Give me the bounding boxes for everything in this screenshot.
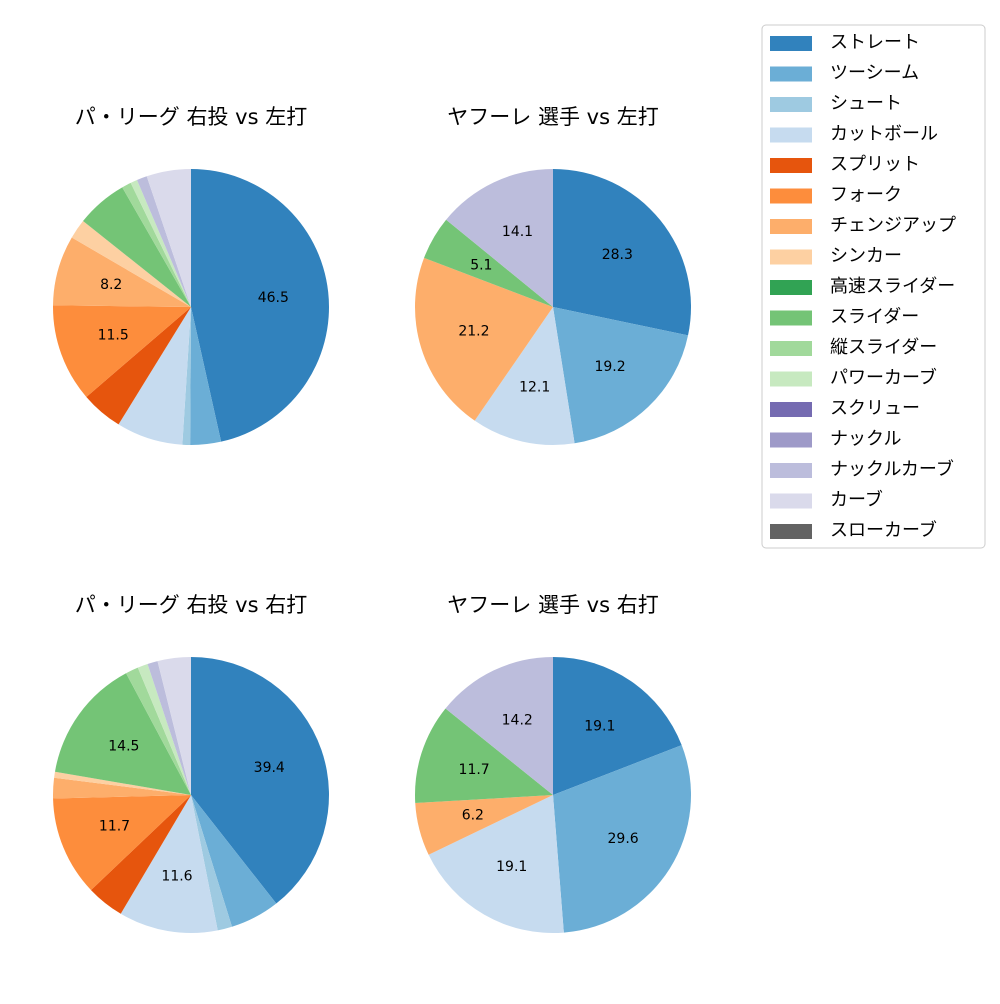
pie-slice (474, 307, 575, 445)
legend-swatch (770, 463, 812, 478)
pie-slice (446, 169, 553, 307)
value-label: 19.1 (496, 859, 527, 875)
pie-slice (424, 219, 553, 307)
legend-swatch (770, 280, 812, 295)
value-label: 11.7 (99, 819, 130, 835)
legend-label: シュート (830, 93, 902, 114)
value-label: 19.1 (584, 719, 615, 735)
value-label: 5.1 (470, 258, 492, 274)
pie-slice (118, 307, 191, 445)
value-label: 6.2 (462, 808, 484, 824)
legend-label: スクリュー (830, 398, 920, 419)
legend-swatch (770, 524, 812, 539)
pie-slice (445, 657, 553, 795)
pie-slice (157, 657, 191, 795)
value-label: 11.6 (161, 869, 192, 885)
value-label: 21.2 (458, 324, 489, 340)
chart-title: ヤフーレ 選手 vs 左打 (447, 105, 658, 129)
legend-swatch (770, 249, 812, 265)
pie-slice (553, 657, 682, 795)
value-label: 46.5 (258, 290, 289, 306)
pie-slice (53, 237, 191, 307)
value-label: 29.6 (608, 831, 639, 847)
legend-label: チェンジアップ (830, 215, 956, 236)
legend-label: ナックルカーブ (830, 458, 954, 480)
legend-swatch (770, 310, 812, 326)
pie-slice (71, 221, 191, 307)
pie-slice (191, 657, 330, 904)
pie-slice (190, 307, 222, 446)
value-label: 39.4 (254, 760, 285, 776)
value-label: 11.7 (459, 762, 490, 778)
pie-slice (191, 795, 232, 931)
pie-slice (146, 169, 191, 307)
legend-swatch (770, 158, 812, 173)
legend-swatch (770, 36, 812, 51)
legend-label: ストレート (830, 32, 920, 53)
pie-slice (182, 307, 191, 445)
pie-slice (415, 257, 553, 421)
legend-swatch (770, 432, 812, 448)
chart-title: ヤフーレ 選手 vs 右打 (447, 593, 658, 617)
pie-slice (191, 168, 330, 442)
legend-label: カットボール (830, 124, 938, 145)
pie-slice (147, 661, 191, 795)
pie-slice (414, 708, 553, 804)
pie-slice (54, 771, 192, 795)
chart-title: パ・リーグ 右投 vs 左打 (75, 105, 307, 129)
legend-label: スライダー (830, 307, 919, 328)
pie-slice (53, 795, 192, 891)
legend-box (761, 24, 986, 549)
legend-label: スプリット (830, 154, 920, 175)
legend-label: カーブ (830, 489, 883, 511)
pie-slice (126, 667, 191, 795)
pie-slice (54, 673, 191, 795)
pie-slice (136, 176, 191, 307)
pie-slice (86, 307, 191, 425)
pie-slice (415, 795, 553, 855)
pie-slice (130, 180, 191, 307)
value-label: 14.2 (502, 712, 533, 728)
legend-swatch (770, 66, 812, 82)
legend-swatch (770, 493, 812, 509)
legend-label: 高速スライダー (830, 276, 955, 297)
legend-swatch (770, 97, 812, 112)
legend-label: スローカーブ (830, 519, 937, 541)
pie-slice (553, 745, 691, 933)
pie-slice (53, 777, 191, 799)
pie-slice (428, 795, 564, 933)
value-label: 28.3 (602, 247, 633, 263)
legend-label: シンカー (830, 246, 902, 267)
legend-swatch (770, 188, 812, 204)
legend-label: フォーク (830, 185, 902, 206)
pie-slice (122, 182, 191, 307)
pie-slice (137, 664, 191, 795)
pie-slice (90, 795, 191, 914)
legend-label: ツーシーム (830, 63, 919, 84)
legend-label: ナックル (830, 429, 901, 450)
value-label: 14.5 (108, 739, 139, 755)
legend-swatch (770, 402, 812, 417)
value-label: 14.1 (502, 224, 533, 240)
pie-slice (191, 795, 277, 927)
pie-slice (120, 795, 218, 933)
legend-swatch (770, 127, 812, 143)
legend-swatch (770, 371, 812, 387)
value-label: 12.1 (519, 380, 550, 396)
chart-title: パ・リーグ 右投 vs 右打 (75, 593, 307, 617)
value-label: 8.2 (100, 277, 122, 293)
pie-slice (52, 305, 191, 397)
value-label: 11.5 (98, 327, 129, 343)
legend-label: パワーカーブ (830, 367, 937, 389)
legend-swatch (770, 341, 812, 356)
pie-slice (553, 307, 689, 444)
pie-slice (83, 187, 191, 307)
pie-slice (553, 169, 691, 336)
legend-label: 縦スライダー (830, 337, 937, 358)
value-label: 19.2 (594, 359, 625, 375)
legend-swatch (770, 219, 812, 234)
